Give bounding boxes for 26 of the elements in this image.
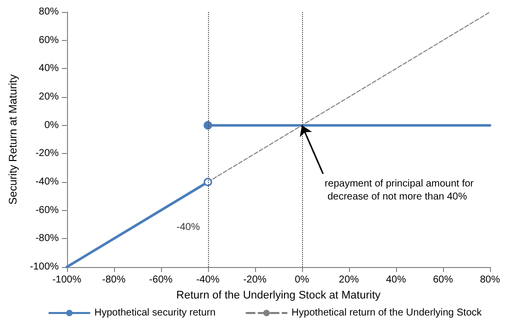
x-tick-label: 20% [338, 274, 360, 286]
annotation: repayment of principal amount for decrease of not more than 40% [324, 178, 474, 202]
y-tick-label: -60% [35, 204, 59, 216]
x-tick-label: -60% [149, 274, 173, 286]
x-tick-label: 40% [386, 274, 406, 286]
legend-label: Hypothetical return of the Underlying Stock [292, 308, 483, 318]
y-tick-label: -80% [35, 233, 59, 244]
y-tick-label: -40% [35, 176, 59, 188]
y-tick-label: 20% [38, 92, 59, 102]
y-tick-label: 80% [38, 6, 59, 18]
x-axis-title: Return of the Underlying Stock at Maturity [176, 289, 381, 302]
x-tick-label: 60% [432, 274, 454, 286]
x-tick-label: -80% [102, 274, 126, 286]
x-tick-label: -20% [243, 274, 267, 286]
legend-label: Hypothetical security return [94, 308, 216, 318]
x-tick-label: 80% [480, 274, 500, 286]
y-tick-label: 60% [38, 34, 59, 46]
y-axis-title: Security Return at Maturity [8, 74, 20, 205]
annotation: -40% [176, 222, 200, 233]
y-tick-label: -20% [35, 148, 59, 160]
x-tick-label: -100% [52, 274, 82, 286]
x-tick-label: -40% [196, 274, 220, 286]
y-tick-label: -100% [30, 262, 59, 272]
y-tick-label: 0% [44, 120, 59, 131]
x-tick-label: 0% [294, 274, 310, 286]
y-tick-label: 40% [38, 63, 59, 74]
